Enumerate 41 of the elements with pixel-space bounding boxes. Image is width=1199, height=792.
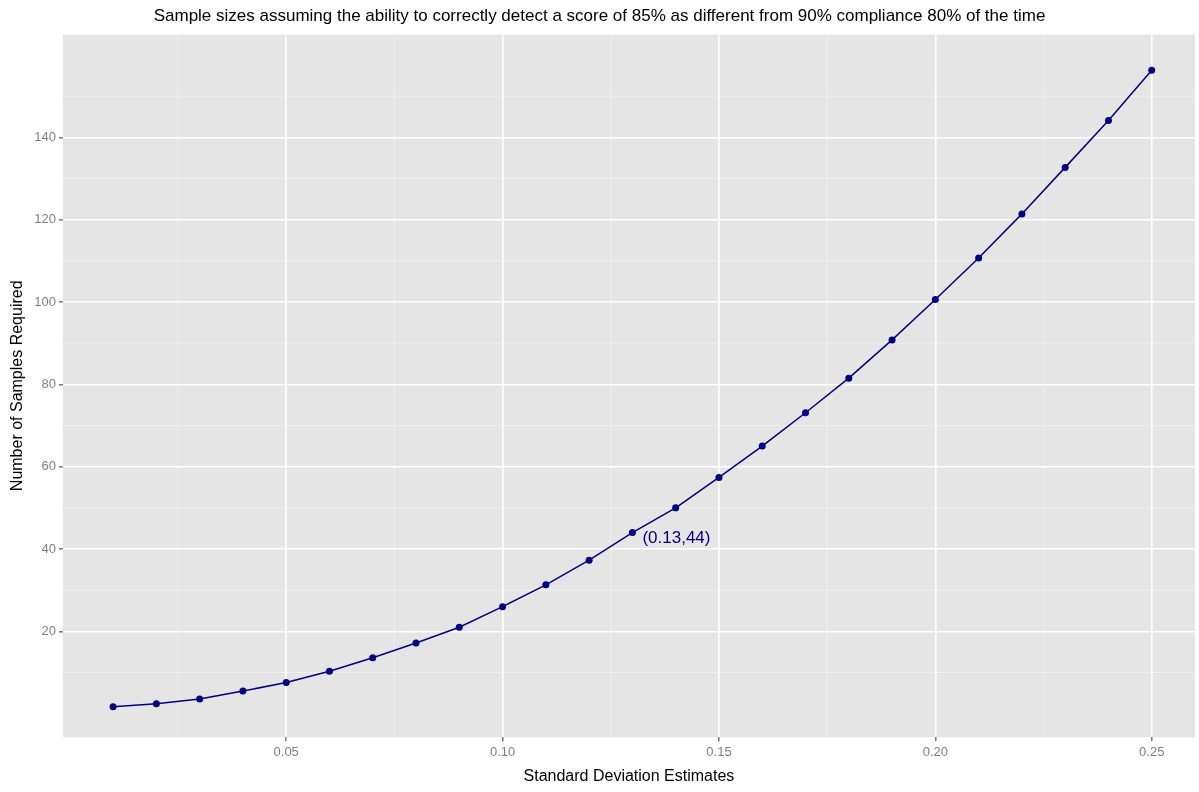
y-tick-label: 20	[41, 622, 56, 638]
point	[845, 374, 853, 382]
y-tick-label: 40	[41, 540, 56, 556]
y-axis-title: Number of Samples Required	[8, 280, 26, 492]
point	[325, 667, 333, 675]
x-tick-label: 0.15	[706, 743, 732, 759]
point	[369, 654, 377, 662]
point	[542, 581, 550, 589]
x-tick-label: 0.25	[1139, 743, 1165, 759]
point	[802, 409, 810, 417]
point	[196, 695, 204, 703]
annotation: (0.13,44)	[642, 528, 711, 548]
point	[1018, 210, 1026, 218]
point	[282, 678, 290, 686]
point	[239, 687, 247, 695]
point	[1148, 66, 1156, 74]
point	[758, 442, 766, 450]
point	[628, 529, 636, 537]
y-tick-label: 140	[34, 128, 56, 144]
y-tick-label: 60	[41, 458, 56, 474]
point	[1104, 116, 1112, 124]
point	[672, 504, 680, 512]
chart-title: Sample sizes assuming the ability to correctly detect a score of 85% as different from 90% compliance 80% of the time	[153, 5, 1046, 25]
y-tick-label: 120	[34, 211, 56, 227]
x-axis-title: Standard Deviation Estimates	[523, 766, 735, 784]
point	[499, 603, 507, 611]
point	[715, 473, 723, 481]
x-tick-label: 0.20	[922, 743, 948, 759]
x-tick-label: 0.10	[489, 743, 516, 759]
y-tick-label: 100	[34, 293, 56, 309]
x-tick-label: 0.05	[273, 743, 299, 759]
point	[888, 336, 896, 344]
point	[412, 639, 420, 647]
point	[455, 623, 463, 631]
point	[975, 254, 983, 262]
point	[931, 296, 939, 304]
point	[109, 703, 117, 711]
point	[152, 700, 160, 708]
point	[1061, 163, 1069, 171]
point	[585, 556, 593, 564]
y-tick-label: 80	[41, 375, 56, 391]
